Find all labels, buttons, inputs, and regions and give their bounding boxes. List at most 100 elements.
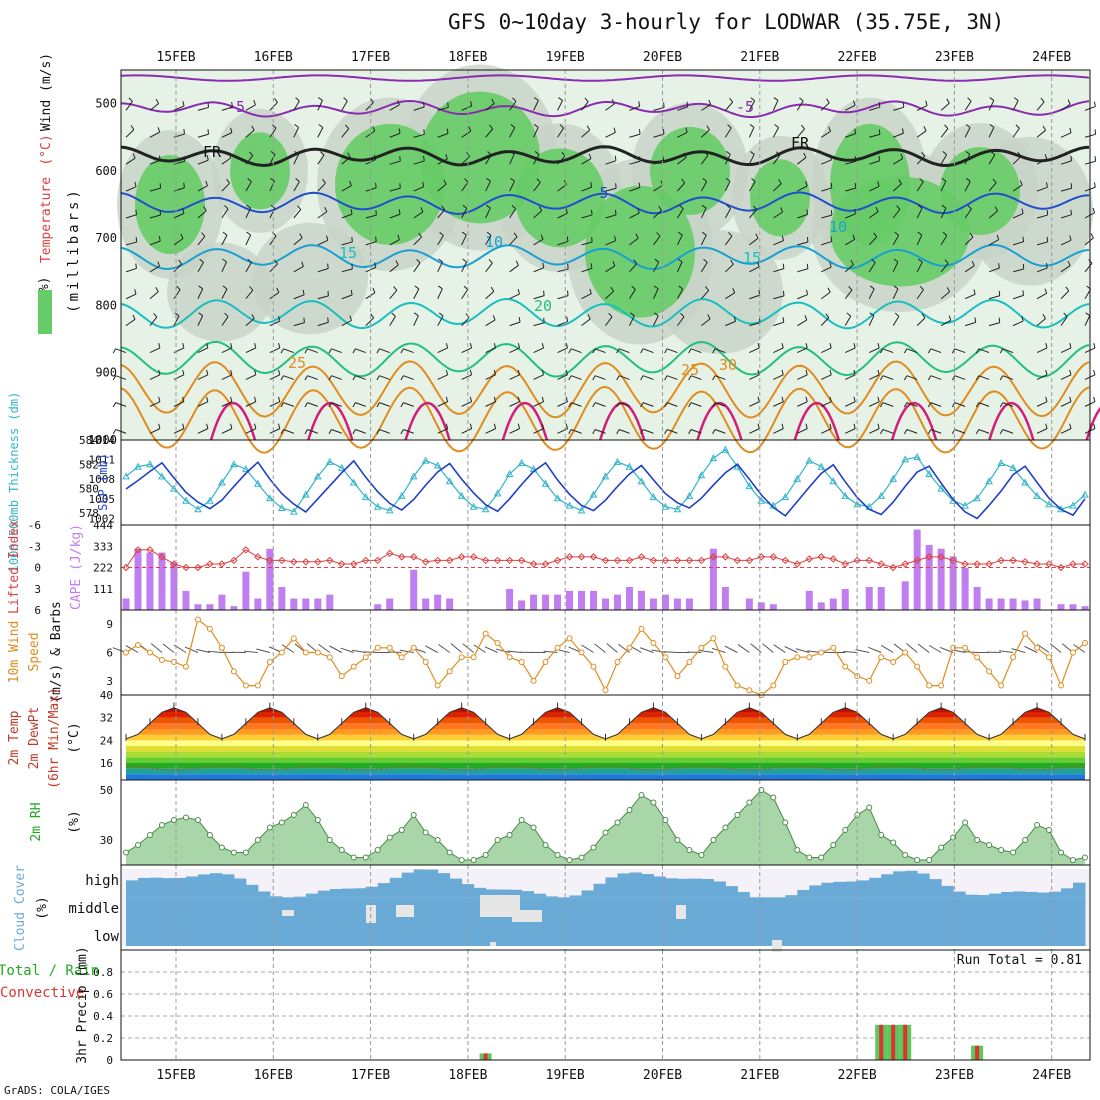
date-label-top: 17FEB [351,50,390,65]
rh2m-marker [338,847,345,853]
wind-barb [197,185,208,192]
wind-barb-tick [917,231,923,236]
rh2m-marker [554,852,561,858]
wind-barb-tick [469,342,473,349]
wind-barb [355,402,366,407]
wind10-speed-marker [194,616,201,623]
wind-barb-tick [1093,369,1096,375]
wind-barb-tick [616,375,620,381]
wind-barb [869,401,880,407]
wind-barb-tick [462,258,467,263]
cape-bar [578,590,586,610]
cape-bar [254,598,262,610]
wind-barb-tick [879,402,884,408]
wind-barb-tick [726,204,731,209]
lifted-index-marker [517,556,526,565]
wind-barb-tick [251,125,255,131]
wind-barb-tick [683,152,687,158]
thickness-marker [158,472,166,480]
wind-barb [629,263,638,273]
rh2m-marker [818,854,825,861]
cape-bar [446,598,454,610]
wind-barb [906,402,918,407]
cape-bar [637,590,645,610]
wind-barb [605,290,614,300]
cloud-high-bar [977,895,990,898]
cloud-high-bar [245,884,259,898]
wind-barb [197,428,209,434]
thickness-marker [709,454,718,462]
wind-barb-tick [1019,180,1023,186]
wind-barb-10m [450,643,462,653]
rh2m-marker [458,857,465,863]
wind-barb-tick [850,260,854,265]
wind-barb-tick [1069,396,1072,402]
wind-barb-tick [517,342,521,349]
wind-barb-10m [318,643,331,653]
wind-barb-tick [590,182,593,188]
rh2m-marker [794,847,801,853]
cloud-mid-low-bar [1037,897,1050,946]
wind-barb-tick [753,205,758,211]
wind10-speed-marker [146,649,153,656]
lifted-index-marker [182,563,190,572]
lifted-index-marker [421,558,430,566]
wind-barb-tick [566,316,569,322]
lifted-index-marker [817,553,825,561]
wind-barb [725,292,735,300]
wind-barb-tick [1045,262,1048,269]
thickness-marker [409,472,418,480]
cape-bar [290,598,298,610]
wind-barb-tick [1045,423,1048,429]
thickness-marker [230,460,238,468]
wind-barb [700,207,707,219]
wind-barb-tick [757,396,760,402]
rh2m-marker [362,854,369,861]
wind-barb [197,133,209,138]
wind-barb [403,402,414,407]
wind-barb-tick [654,258,660,263]
rh2m-tick: 50 [100,784,113,797]
wind-barb-tick [1044,288,1048,294]
wind10-speed-marker [686,658,693,665]
wind-barb-tick [638,182,641,188]
isotherm-35-loop [988,401,1035,441]
lifted-index-marker [230,556,238,565]
wind-barb-10m [351,649,366,653]
cloud-mid-low-bar [413,897,427,946]
wind-barb [629,133,641,138]
cloud-gap [282,910,294,916]
thickness-marker [805,456,814,464]
date-label-bottom: 21FEB [740,1068,779,1083]
wind-barb-tick [276,287,280,293]
cloud-high-bar [173,877,187,898]
lifted-index-marker [505,556,514,565]
thickness-marker [445,477,454,485]
wind10-speed-marker [566,635,573,642]
wind-barb-tick [610,286,614,292]
cloud-gap [676,905,686,919]
wind-barb-tick [422,181,425,187]
cloud-mid-low-bar [545,897,559,946]
wind-barb-tick [322,178,326,184]
wind-barb-tick [902,102,905,108]
wind-barb-tick [592,429,596,435]
wind10-speed-marker [962,644,969,651]
contour-label: FR [203,143,222,161]
wind-barb-tick [592,402,596,408]
wind-barb-tick [854,183,857,189]
lifted-index-marker [242,546,250,554]
wind-barb-tick [464,178,469,183]
wind-barb [988,154,996,165]
wind-barb [461,261,468,273]
wind10-speed-marker [710,635,717,642]
wind-barb-tick [948,315,952,321]
rh2m-marker [266,824,273,831]
wind-barb-tick [830,182,833,188]
wind-barb-tick [230,127,233,133]
wind-barb-tick [183,129,185,135]
rh2m-marker [674,837,681,843]
wind-barb [772,183,782,192]
wind-barb [533,428,544,434]
wind-barb [317,127,324,138]
